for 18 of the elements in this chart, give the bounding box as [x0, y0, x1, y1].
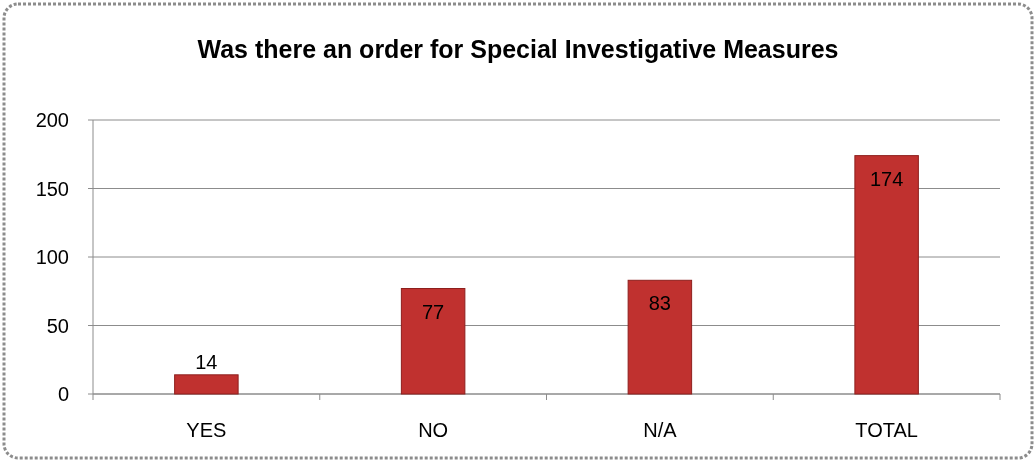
y-tick-label: 100 — [35, 246, 69, 268]
y-tick-label: 150 — [35, 177, 69, 200]
y-tick-label: 50 — [46, 314, 69, 337]
x-tick-label: YES — [186, 419, 227, 441]
data-label: 174 — [869, 167, 904, 190]
bar — [174, 374, 239, 395]
x-tick-label: NO — [418, 419, 449, 441]
data-label: 14 — [195, 350, 218, 373]
x-tick-label: N/A — [643, 419, 678, 441]
bar — [400, 288, 466, 395]
data-label: 77 — [422, 300, 445, 323]
data-label: 83 — [648, 292, 671, 315]
y-tick-label: 0 — [57, 383, 69, 405]
chart-title: Was there an order for Special Investigative Measures — [197, 35, 839, 63]
bar — [854, 155, 919, 395]
x-tick-label: TOTAL — [855, 419, 918, 441]
bar — [627, 279, 693, 395]
y-tick-label: 200 — [35, 109, 69, 131]
